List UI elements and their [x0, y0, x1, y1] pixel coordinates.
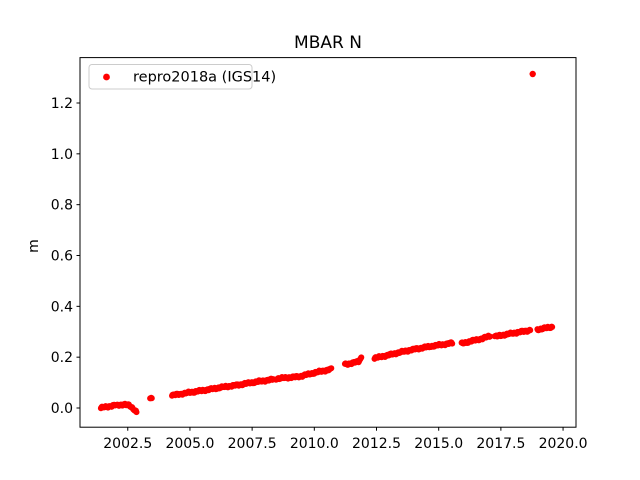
x-tick-label: 2010.0 [290, 436, 339, 452]
scatter-points-layer [97, 70, 556, 416]
data-point [549, 324, 556, 330]
x-tick-label: 2005.0 [165, 436, 214, 452]
x-tick-label: 2017.5 [476, 436, 525, 452]
data-point [148, 395, 155, 402]
data-point [358, 354, 365, 361]
y-tick-label: 1.2 [51, 96, 73, 112]
y-tick-label: 1.0 [51, 147, 73, 163]
data-point [487, 333, 493, 340]
legend-marker-icon [103, 73, 110, 81]
x-tick-label: 2007.5 [228, 436, 277, 452]
y-axis-ticks: 0.0 0.2 0.4 0.6 0.8 1.0 1.2 [51, 96, 80, 417]
x-tick-label: 2020.0 [539, 436, 588, 452]
x-tick-label: 2012.5 [352, 436, 401, 452]
x-tick-label: 2015.0 [414, 436, 463, 452]
data-point [527, 327, 534, 334]
axes-frame [79, 57, 577, 428]
y-axis-label: m [26, 239, 42, 253]
data-point [328, 365, 335, 372]
y-tick-label: 0.4 [51, 299, 73, 315]
data-point [449, 340, 456, 347]
x-axis-ticks: 2002.5 2005.0 2007.5 2010.0 2012.5 2015.0 2017… [103, 427, 588, 452]
y-tick-label: 0.8 [51, 198, 73, 214]
x-tick-label: 2002.5 [103, 436, 152, 452]
y-tick-label: 0.2 [51, 350, 73, 366]
legend-label: repro2018a (IGS14) [133, 70, 276, 86]
data-point [133, 409, 140, 416]
legend-frame [88, 64, 253, 90]
outlier-data-point [529, 70, 536, 78]
y-tick-label: 0.6 [51, 249, 73, 265]
y-tick-label: 0.0 [51, 401, 73, 417]
chart-title: MBAR N [294, 33, 362, 53]
legend: repro2018a (IGS14) [88, 64, 276, 90]
